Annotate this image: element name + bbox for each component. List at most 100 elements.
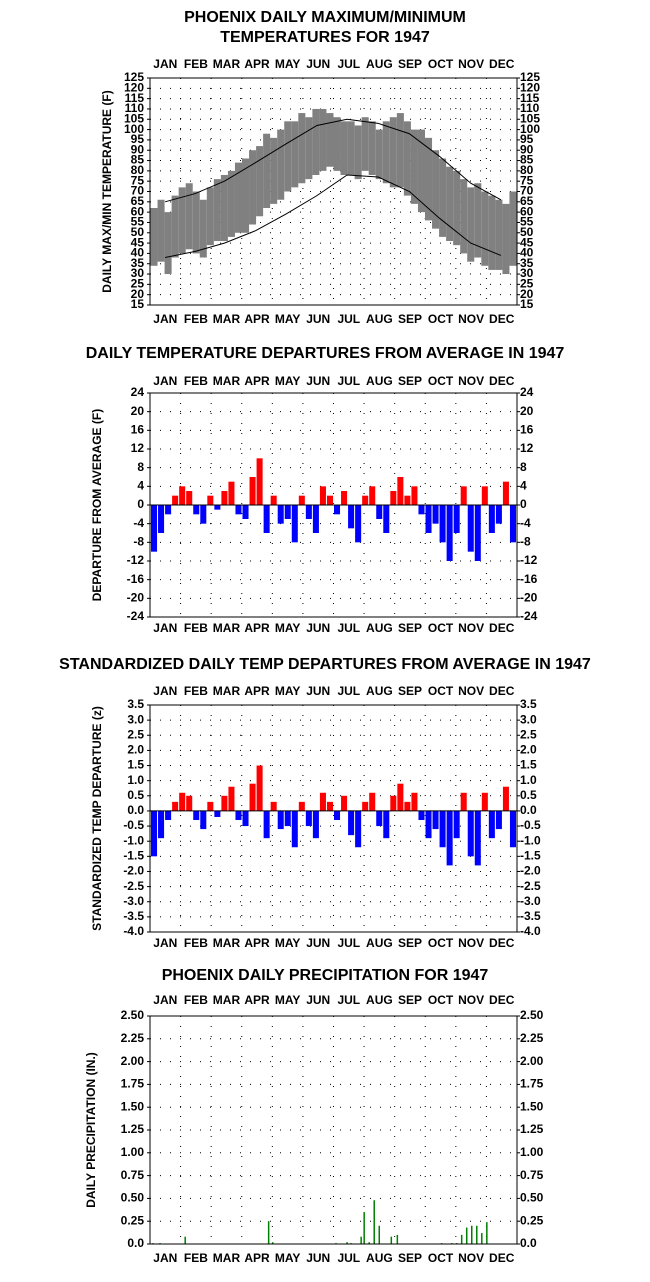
- month-label: FEB: [184, 936, 208, 950]
- y-tick-label: 0.0: [127, 803, 144, 817]
- month-label: MAY: [275, 621, 301, 635]
- bar: [271, 1242, 274, 1244]
- y-tick-label: -1.0: [123, 833, 144, 847]
- temp-range: [347, 121, 355, 175]
- y-tick-label: 110: [125, 101, 145, 115]
- bar: [348, 810, 355, 836]
- bar: [397, 783, 404, 811]
- y-tick-label-right: -3.5: [520, 909, 541, 923]
- bar: [383, 505, 390, 533]
- bar: [284, 505, 291, 519]
- y-tick-label: -24: [127, 609, 145, 623]
- y-tick-label: 50: [131, 225, 145, 239]
- temp-range: [495, 199, 503, 270]
- y-tick-label: -8: [133, 535, 144, 549]
- month-label: OCT: [428, 993, 454, 1007]
- bar: [418, 505, 425, 515]
- y-tick-label: 3.5: [127, 697, 144, 711]
- bar: [256, 765, 263, 811]
- y-tick-label-right: 0.25: [520, 1213, 544, 1227]
- bar: [214, 810, 221, 817]
- bar: [334, 810, 341, 821]
- bar: [481, 486, 488, 505]
- bar: [476, 1225, 478, 1244]
- normal-line: [164, 174, 502, 259]
- bar: [277, 810, 284, 830]
- bar: [151, 810, 158, 857]
- bar: [369, 792, 376, 811]
- bar: [193, 810, 200, 821]
- temp-range: [178, 187, 186, 254]
- y-tick-label: 95: [131, 132, 145, 146]
- temp-range: [298, 113, 306, 184]
- y-tick-label-right: 110: [520, 101, 540, 115]
- bar: [312, 810, 319, 839]
- month-label: APR: [244, 621, 270, 635]
- month-label: MAY: [275, 684, 301, 698]
- bar: [396, 1234, 399, 1244]
- y-tick-label-right: -4: [520, 516, 531, 530]
- bar: [193, 505, 200, 515]
- bar: [348, 505, 355, 529]
- month-label: JUN: [306, 57, 330, 71]
- bar: [341, 795, 348, 811]
- month-label: DEC: [489, 57, 515, 71]
- month-label: JUN: [306, 936, 330, 950]
- temp-range: [396, 113, 404, 188]
- y-tick-label: -16: [127, 572, 145, 586]
- month-label: FEB: [184, 1251, 208, 1265]
- bar: [277, 505, 284, 524]
- y-tick-label-right: 3.5: [520, 697, 537, 711]
- y-axis-label: DAILY MAX/MIN TEMPERATURE (F): [100, 90, 114, 292]
- y-tick-label-right: 20: [520, 404, 534, 418]
- temp-range: [424, 137, 433, 221]
- y-tick-label-right: -8: [520, 535, 531, 549]
- y-tick-label-right: 16: [520, 423, 534, 437]
- y-tick-label: 75: [131, 173, 145, 187]
- bar: [319, 792, 326, 811]
- y-tick-label: -4: [133, 516, 144, 530]
- y-tick-label: 45: [131, 235, 145, 249]
- bar: [376, 810, 383, 827]
- month-label: MAR: [213, 374, 241, 388]
- temp-range: [249, 150, 257, 225]
- y-tick-label-right: 1.50: [520, 1099, 544, 1113]
- bar: [179, 792, 186, 811]
- month-label: JUL: [337, 993, 360, 1007]
- y-tick-label: 120: [124, 80, 144, 94]
- temp-range: [220, 174, 228, 242]
- y-tick-label: 3.0: [127, 712, 144, 726]
- y-tick-label: -4.0: [123, 924, 144, 938]
- month-label: DEC: [489, 684, 515, 698]
- y-tick-label: -0.5: [123, 818, 144, 832]
- bar: [390, 795, 397, 811]
- bar: [165, 810, 172, 821]
- bar: [256, 458, 263, 505]
- y-tick-label: 8: [137, 460, 144, 474]
- month-label: MAY: [275, 312, 301, 326]
- bar: [376, 505, 383, 519]
- temp-range: [502, 203, 510, 275]
- bar: [439, 505, 446, 543]
- month-label: DEC: [489, 936, 515, 950]
- y-tick-label: -20: [127, 591, 145, 605]
- y-tick-label-right: 45: [520, 235, 534, 249]
- month-label: OCT: [428, 312, 454, 326]
- y-tick-label: 85: [131, 153, 145, 167]
- y-tick-label: 1.25: [121, 1122, 145, 1136]
- temp-range: [403, 121, 411, 196]
- y-tick-label: -2.5: [123, 879, 144, 893]
- bar: [495, 505, 502, 524]
- temp-range: [417, 129, 425, 213]
- y-tick-label: 115: [125, 91, 145, 105]
- month-label: MAR: [213, 1251, 241, 1265]
- bar: [270, 495, 277, 505]
- temp-range: [460, 179, 468, 254]
- temp-range: [157, 199, 165, 262]
- bar: [249, 477, 256, 505]
- temp-range: [227, 170, 235, 237]
- y-tick-label-right: 15: [520, 297, 534, 311]
- bar: [404, 801, 411, 811]
- month-label: NOV: [458, 684, 484, 698]
- bar: [298, 495, 305, 505]
